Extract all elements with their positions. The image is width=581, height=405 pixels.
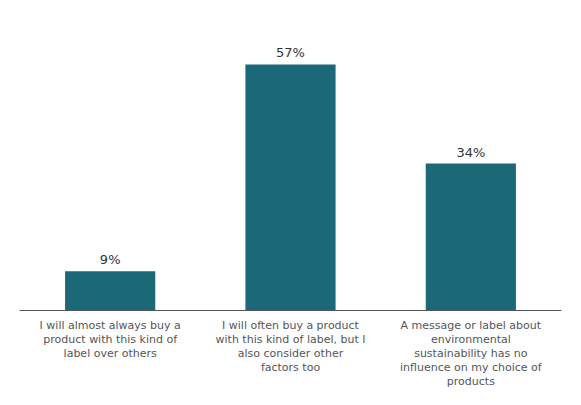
svg-text:environmental: environmental xyxy=(431,333,511,346)
svg-text:factors too: factors too xyxy=(261,361,320,374)
svg-text:34%: 34% xyxy=(456,145,485,160)
svg-text:with this kind of label, but I: with this kind of label, but I xyxy=(216,333,366,346)
svg-text:also consider other: also consider other xyxy=(238,347,344,360)
svg-text:I will almost always buy a: I will almost always buy a xyxy=(40,319,181,332)
svg-text:label over others: label over others xyxy=(64,347,157,360)
svg-text:sustainability has no: sustainability has no xyxy=(414,347,528,360)
svg-text:influence on my choice of: influence on my choice of xyxy=(400,361,543,374)
svg-text:I will often buy a product: I will often buy a product xyxy=(222,319,360,332)
svg-text:A message or label about: A message or label about xyxy=(401,319,542,332)
svg-text:9%: 9% xyxy=(100,252,121,267)
svg-text:products: products xyxy=(447,375,495,388)
svg-text:product with this kind of: product with this kind of xyxy=(43,333,178,346)
svg-text:57%: 57% xyxy=(276,45,305,60)
